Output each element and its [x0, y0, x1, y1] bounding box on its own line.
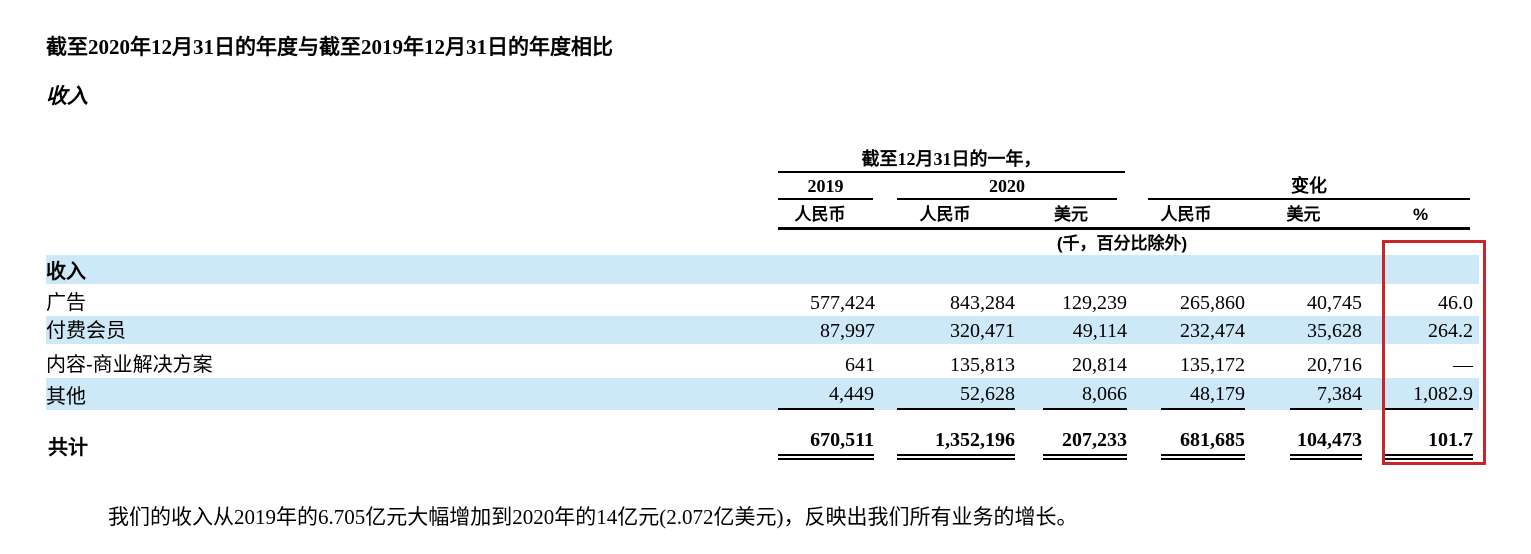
cell-value: —	[1453, 354, 1473, 376]
cell-value: 129,239	[1062, 292, 1127, 314]
section-row-revenue: 收入	[46, 255, 1479, 284]
col-header-usd-2020: 美元	[1054, 205, 1088, 224]
column-header-row: 人民币 人民币 美元 人民币 美元 %	[46, 200, 1479, 227]
cell-value: 135,172	[1180, 354, 1245, 376]
row-label: 内容-商业解决方案	[46, 354, 213, 376]
col-header-rmb-2019: 人民币	[794, 205, 846, 224]
col-group-change: 变化	[1148, 174, 1470, 200]
section-title: 截至2020年12月31日的年度与截至2019年12月31日的年度相比	[46, 35, 613, 59]
header-group-row-period: 截至12月31日的一年，	[46, 146, 1479, 173]
col-header-rmb-change: 人民币	[1160, 205, 1212, 224]
cell-value: 232,474	[1180, 320, 1245, 342]
cell-value: 8,066	[1015, 378, 1127, 410]
table-row-content-commerce: 内容-商业解决方案 641 135,813 20,814 135,172 20,…	[46, 344, 1479, 378]
cell-value: 843,284	[950, 292, 1015, 314]
cell-value: 265,860	[1180, 292, 1245, 314]
cell-value: 20,814	[1072, 354, 1127, 376]
total-value: 104,473	[1245, 410, 1362, 460]
unit-note: (千，百分比除外)	[1056, 234, 1188, 253]
cell-value: 49,114	[1072, 320, 1127, 342]
total-value: 101.7	[1362, 410, 1479, 460]
row-label: 其他	[46, 386, 86, 408]
header-bottom-rule-row	[46, 227, 1479, 230]
header-bottom-rule	[778, 227, 1470, 230]
cell-value: 48,179	[1127, 378, 1245, 410]
cell-value: 20,716	[1307, 354, 1362, 376]
cell-value: 46.0	[1438, 292, 1473, 314]
total-value: 681,685	[1127, 410, 1245, 460]
cell-value: 7,384	[1245, 378, 1362, 410]
cell-value: 35,628	[1307, 320, 1362, 342]
cell-value: 1,082.9	[1362, 378, 1479, 410]
col-group-2019: 2019	[778, 174, 873, 200]
cell-value: 577,424	[810, 292, 875, 314]
subsection-title-revenue: 收入	[46, 84, 88, 108]
total-value: 207,233	[1015, 410, 1127, 460]
cell-value: 40,745	[1307, 292, 1362, 314]
cell-value: 87,997	[820, 320, 875, 342]
cell-value: 135,813	[950, 354, 1015, 376]
row-label: 付费会员	[46, 320, 126, 342]
total-value: 670,511	[765, 410, 875, 460]
cell-value: 52,628	[875, 378, 1015, 410]
header-group-row-years: 2019 2020 变化	[46, 173, 1479, 200]
col-header-usd-change: 美元	[1286, 205, 1321, 224]
col-header-rmb-2020: 人民币	[919, 205, 971, 224]
table-row-total: 共计 670,511 1,352,196 207,233 681,685 104…	[46, 410, 1479, 460]
row-label: 广告	[46, 292, 86, 314]
cell-value: 264.2	[1428, 320, 1473, 342]
cell-value: 641	[845, 354, 875, 376]
summary-paragraph: 我们的收入从2019年的6.705亿元大幅增加到2020年的14亿元(2.072…	[108, 505, 1078, 529]
revenue-table: 截至12月31日的一年， 2019 2020 变化 人民币 人民币 美元 人民币…	[46, 146, 1479, 460]
col-group-2020: 2020	[897, 174, 1117, 200]
table-row-membership: 付费会员 87,997 320,471 49,114 232,474 35,62…	[46, 316, 1479, 344]
col-header-percent: %	[1412, 205, 1429, 224]
cell-value: 320,471	[950, 320, 1015, 342]
col-group-period: 截至12月31日的一年，	[778, 147, 1125, 173]
cell-value: 4,449	[765, 378, 875, 410]
section-row-label: 收入	[46, 261, 86, 283]
table-row-advertising: 广告 577,424 843,284 129,239 265,860 40,74…	[46, 284, 1479, 316]
unit-note-row: (千，百分比除外)	[46, 230, 1479, 255]
table-row-other: 其他 4,449 52,628 8,066 48,179 7,384 1,082…	[46, 378, 1479, 410]
total-label: 共计	[48, 437, 88, 459]
total-value: 1,352,196	[875, 410, 1015, 460]
